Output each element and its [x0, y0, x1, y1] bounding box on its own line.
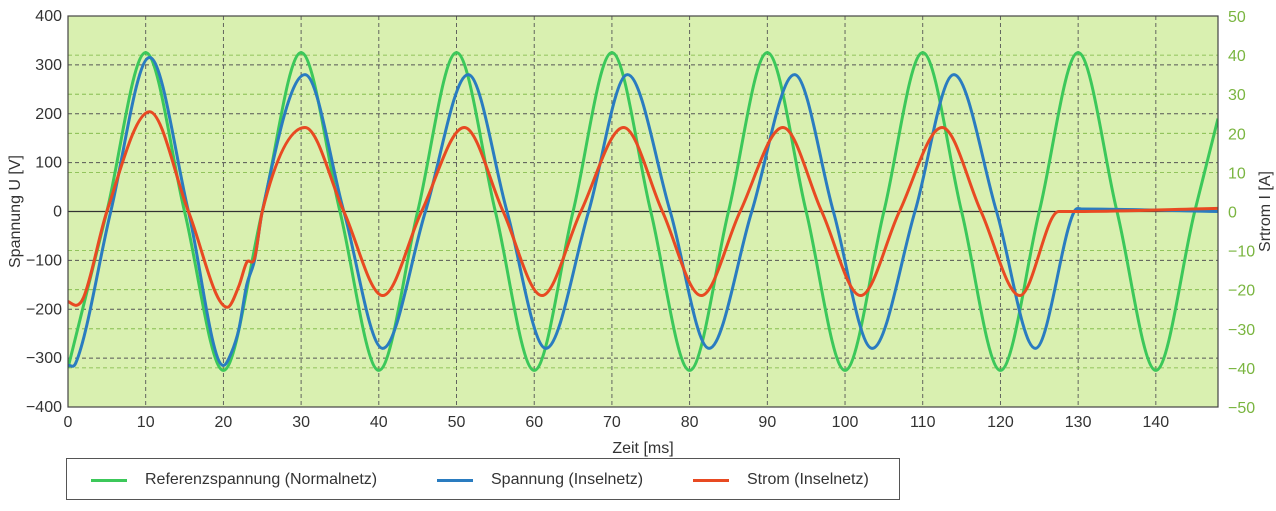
x-tick-label: 110: [910, 414, 936, 431]
y-tick-label: 300: [35, 57, 62, 74]
x-tick-label: 60: [525, 414, 543, 431]
x-tick-label: 140: [1142, 414, 1169, 431]
y2-tick-label: 20: [1228, 126, 1246, 143]
y2-tick-label: −10: [1228, 244, 1255, 261]
y2-tick-label: 40: [1228, 48, 1246, 65]
y2-tick-label: −50: [1228, 400, 1255, 417]
x-tick-label: 90: [758, 414, 776, 431]
y2-tick-label: 30: [1228, 87, 1246, 104]
y-tick-label: −400: [26, 399, 62, 416]
x-tick-label: 40: [370, 414, 388, 431]
tick-labels: 0 10 20 30 40 50 60 70 80 90 100 110 120 130 140400300…: [26, 8, 1255, 431]
legend-swatch: [693, 478, 729, 482]
x-tick-label: 50: [448, 414, 466, 431]
x-tick-label: 120: [987, 414, 1014, 431]
grid: [68, 16, 1218, 407]
y-axis-label: Spannung U [V]: [7, 155, 24, 268]
y-tick-label: −200: [26, 301, 62, 318]
x-tick-label: 80: [681, 414, 699, 431]
y2-tick-label: −30: [1228, 322, 1255, 339]
x-tick-label: 0: [64, 414, 73, 431]
x-tick-label: 100: [832, 414, 859, 431]
legend-item-strom: Strom (Inselnetz): [693, 459, 869, 501]
legend-swatch: [91, 478, 127, 482]
y-tick-label: 100: [35, 155, 62, 172]
y2-axis-label: Srtrom I [A]: [1257, 171, 1274, 252]
y2-tick-label: −40: [1228, 361, 1255, 378]
y2-tick-label: 50: [1228, 9, 1246, 26]
y-tick-label: 400: [35, 8, 62, 25]
legend-label: Spannung (Inselnetz): [491, 471, 644, 488]
y-tick-label: −300: [26, 350, 62, 367]
x-tick-label: 70: [603, 414, 621, 431]
x-tick-label: 10: [137, 414, 155, 431]
legend-label: Strom (Inselnetz): [747, 471, 869, 488]
y-tick-label: −100: [26, 252, 62, 269]
plot-frame: [67, 15, 1219, 408]
legend-swatch: [437, 478, 473, 482]
series-strom-inselnetz: [68, 110, 1218, 309]
x-axis-label: Zeit [ms]: [612, 440, 673, 457]
x-tick-label: 20: [215, 414, 233, 431]
series-spannung-inselnetz: [68, 56, 1218, 368]
legend: Referenzspannung (Normalnetz) Spannung (…: [66, 458, 900, 500]
legend-item-referenzspannung: Referenzspannung (Normalnetz): [91, 459, 377, 501]
y-tick-label: 0: [53, 204, 62, 221]
x-tick-label: 130: [1065, 414, 1092, 431]
x-tick-label: 30: [292, 414, 310, 431]
y-tick-label: 200: [35, 106, 62, 123]
series-group: [68, 51, 1218, 372]
y2-tick-label: −20: [1228, 283, 1255, 300]
legend-label: Referenzspannung (Normalnetz): [145, 471, 378, 488]
y2-tick-label: 10: [1228, 165, 1246, 182]
y2-tick-label: 0: [1228, 205, 1237, 222]
legend-item-spannung: Spannung (Inselnetz): [437, 459, 643, 501]
